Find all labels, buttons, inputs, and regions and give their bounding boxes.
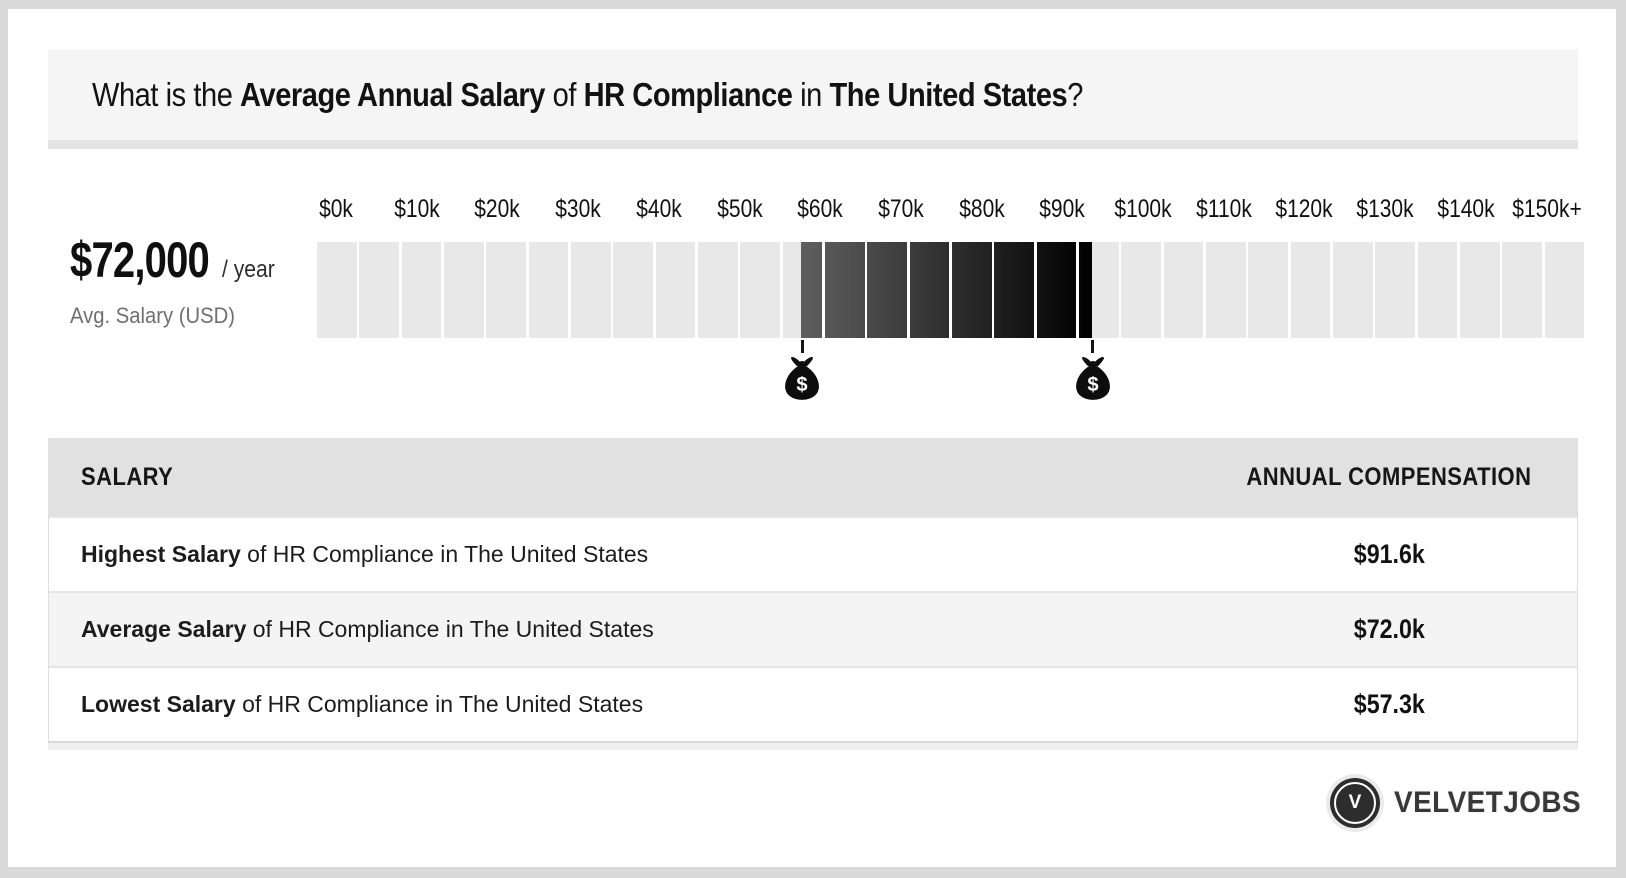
axis-tick-label: $150k+ bbox=[1511, 195, 1582, 223]
bar-cell bbox=[782, 242, 823, 338]
axis-tick-label: $40k bbox=[636, 195, 682, 223]
axis-tick-label: $20k bbox=[474, 195, 521, 223]
bar-cell bbox=[909, 242, 950, 338]
axis-tick-label: $10k bbox=[393, 195, 440, 223]
title-part: of bbox=[545, 75, 584, 113]
bar-cell bbox=[1163, 242, 1204, 338]
title-part: What is the bbox=[92, 75, 241, 113]
bar-cell bbox=[1290, 242, 1331, 338]
axis-tick-label: $70k bbox=[878, 195, 924, 223]
logo-letter: V bbox=[1348, 792, 1362, 813]
money-bag-icon: $ bbox=[785, 357, 820, 400]
bar-cell bbox=[359, 242, 400, 338]
axis-tick-label: $100k bbox=[1114, 195, 1172, 223]
row-label-rest: of HR Compliance in The United States bbox=[240, 541, 649, 567]
bar-cell bbox=[1079, 242, 1119, 338]
bar-cell bbox=[952, 242, 992, 338]
salary-table: SALARY ANNUAL COMPENSATION Highest Salar… bbox=[48, 438, 1578, 743]
column-header-annual-compensation: ANNUAL COMPENSATION bbox=[1246, 462, 1532, 491]
row-label: Highest Salary of HR Compliance in The U… bbox=[49, 541, 1201, 568]
row-label-bold: Lowest Salary bbox=[81, 691, 236, 717]
row-label-rest: of HR Compliance in The United States bbox=[246, 616, 654, 642]
velvetjobs-logo-icon: V bbox=[1330, 778, 1380, 828]
title-part-bold: The United States bbox=[829, 75, 1068, 113]
table-row: Lowest Salary of HR Compliance in The Un… bbox=[49, 666, 1577, 741]
highest-salary-marker: $ bbox=[1070, 340, 1116, 402]
title-part: ? bbox=[1067, 75, 1083, 113]
bar-cell bbox=[613, 242, 654, 338]
salary-axis: $0k $10k $20k $30k $40k $50k $60k $70k $80k $90k $… bbox=[8, 195, 1616, 225]
bar-cell bbox=[867, 242, 908, 338]
bar-cell bbox=[486, 242, 527, 338]
bar-cell bbox=[317, 242, 357, 338]
row-value: $57.3k bbox=[1353, 689, 1425, 719]
axis-tick-label: $140k bbox=[1437, 195, 1495, 223]
row-label: Lowest Salary of HR Compliance in The Un… bbox=[49, 691, 1201, 718]
bar-cell bbox=[401, 242, 442, 338]
bar-cell bbox=[1460, 242, 1500, 338]
bar-cell bbox=[1036, 242, 1077, 338]
row-value: $91.6k bbox=[1353, 539, 1425, 569]
bar-cell bbox=[1417, 242, 1458, 338]
salary-range-bar bbox=[317, 242, 1587, 338]
bar-cell bbox=[1248, 242, 1289, 338]
axis-tick-label: $130k bbox=[1356, 195, 1414, 223]
row-label-bold: Highest Salary bbox=[81, 541, 241, 567]
bar-cell bbox=[740, 242, 781, 338]
bar-cell bbox=[571, 242, 611, 338]
average-salary-summary: $72,000 / year Avg. Salary (USD) bbox=[70, 231, 300, 329]
average-salary-caption: Avg. Salary (USD) bbox=[70, 303, 235, 328]
lowest-salary-marker: $ bbox=[779, 340, 825, 402]
average-salary-amount: $72,000 bbox=[70, 232, 210, 288]
velvetjobs-logo[interactable]: V VELVETJOBS bbox=[1330, 778, 1595, 828]
row-value: $72.0k bbox=[1353, 614, 1425, 644]
dollar-symbol: $ bbox=[1087, 374, 1098, 396]
axis-tick-label: $80k bbox=[958, 195, 1005, 223]
marker-tick bbox=[800, 340, 804, 353]
title-part-bold: HR Compliance bbox=[583, 75, 793, 113]
page-title: What is the Average Annual Salary of HR … bbox=[92, 76, 1083, 114]
column-header-salary: SALARY bbox=[81, 462, 174, 491]
bar-cell bbox=[528, 242, 569, 338]
bar-cell bbox=[1375, 242, 1416, 338]
bar-cell bbox=[655, 242, 696, 338]
bar-cell bbox=[1544, 242, 1585, 338]
bar-cell bbox=[994, 242, 1035, 338]
marker-tick bbox=[1091, 340, 1095, 353]
bar-cell bbox=[698, 242, 738, 338]
axis-tick-label: $90k bbox=[1039, 195, 1086, 223]
row-label-rest: of HR Compliance in The United States bbox=[235, 691, 644, 717]
table-row: Highest Salary of HR Compliance in The U… bbox=[49, 516, 1577, 591]
axis-tick-label: $60k bbox=[797, 195, 843, 223]
axis-tick-label: $120k bbox=[1275, 195, 1334, 223]
axis-tick-label: $0k bbox=[319, 195, 353, 223]
axis-tick-label: $110k bbox=[1195, 195, 1252, 223]
brand-name: VELVETJOBS bbox=[1394, 786, 1582, 819]
dollar-symbol: $ bbox=[797, 374, 808, 396]
average-salary-period: / year bbox=[221, 256, 275, 283]
content-card: What is the Average Annual Salary of HR … bbox=[8, 9, 1616, 867]
bar-cell bbox=[1206, 242, 1246, 338]
row-label: Average Salary of HR Compliance in The U… bbox=[49, 616, 1201, 643]
bar-cell bbox=[1333, 242, 1373, 338]
bar-cell bbox=[444, 242, 484, 338]
title-part: in bbox=[792, 75, 830, 113]
axis-tick-label: $50k bbox=[716, 195, 763, 223]
table-row: Average Salary of HR Compliance in The U… bbox=[49, 591, 1577, 666]
bar-cell bbox=[825, 242, 865, 338]
row-label-bold: Average Salary bbox=[81, 616, 247, 642]
bar-cell bbox=[1121, 242, 1162, 338]
money-bag-icon: $ bbox=[1075, 357, 1110, 400]
axis-tick-label: $30k bbox=[555, 195, 601, 223]
title-part-bold: Average Annual Salary bbox=[240, 75, 546, 113]
bar-cell bbox=[1502, 242, 1543, 338]
question-header: What is the Average Annual Salary of HR … bbox=[48, 49, 1578, 140]
table-header-row: SALARY ANNUAL COMPENSATION bbox=[49, 438, 1577, 516]
